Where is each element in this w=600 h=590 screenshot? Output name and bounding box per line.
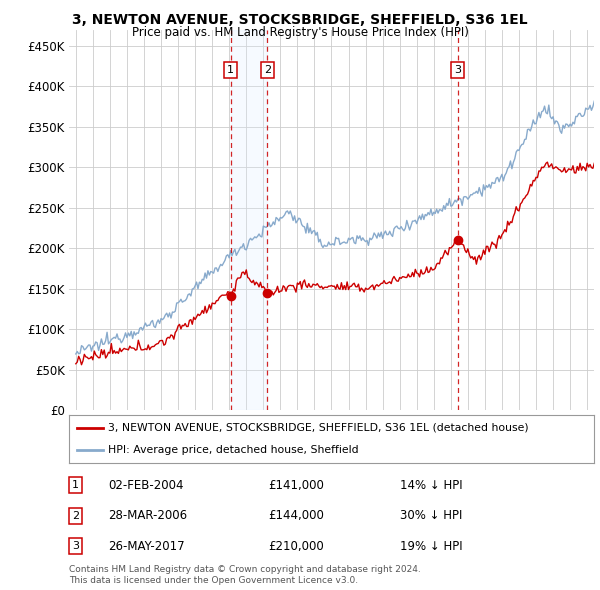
Text: 19% ↓ HPI: 19% ↓ HPI	[400, 540, 463, 553]
Text: £141,000: £141,000	[269, 478, 325, 491]
Text: 1: 1	[72, 480, 79, 490]
Text: HPI: Average price, detached house, Sheffield: HPI: Average price, detached house, Shef…	[109, 445, 359, 455]
Text: 3: 3	[72, 541, 79, 551]
Text: 1: 1	[227, 65, 234, 75]
Text: £210,000: £210,000	[269, 540, 324, 553]
Text: 3: 3	[454, 65, 461, 75]
Text: 3, NEWTON AVENUE, STOCKSBRIDGE, SHEFFIELD, S36 1EL (detached house): 3, NEWTON AVENUE, STOCKSBRIDGE, SHEFFIEL…	[109, 423, 529, 433]
Text: This data is licensed under the Open Government Licence v3.0.: This data is licensed under the Open Gov…	[69, 576, 358, 585]
Text: 02-FEB-2004: 02-FEB-2004	[109, 478, 184, 491]
Text: 2: 2	[72, 511, 79, 520]
Text: £144,000: £144,000	[269, 509, 325, 522]
Text: 2: 2	[264, 65, 271, 75]
Text: 28-MAR-2006: 28-MAR-2006	[109, 509, 187, 522]
Text: Price paid vs. HM Land Registry's House Price Index (HPI): Price paid vs. HM Land Registry's House …	[131, 26, 469, 39]
Text: 30% ↓ HPI: 30% ↓ HPI	[400, 509, 462, 522]
Text: 26-MAY-2017: 26-MAY-2017	[109, 540, 185, 553]
Text: 14% ↓ HPI: 14% ↓ HPI	[400, 478, 463, 491]
Text: 3, NEWTON AVENUE, STOCKSBRIDGE, SHEFFIELD, S36 1EL: 3, NEWTON AVENUE, STOCKSBRIDGE, SHEFFIEL…	[72, 13, 528, 27]
Text: Contains HM Land Registry data © Crown copyright and database right 2024.: Contains HM Land Registry data © Crown c…	[69, 565, 421, 574]
Bar	[231, 30, 268, 410]
